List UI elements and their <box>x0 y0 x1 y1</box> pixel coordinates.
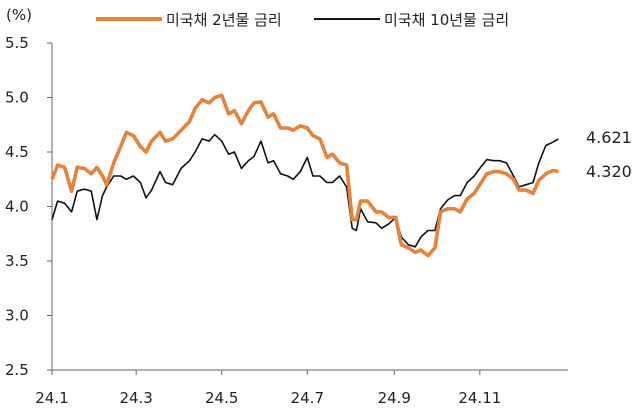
series-line-10y <box>51 133 559 248</box>
y-tick-label: 5.0 <box>5 89 29 107</box>
plot-area <box>50 93 559 258</box>
y-axis-ticks: 5.5 5.0 4.5 4.0 3.5 3.0 2.5 <box>5 34 52 379</box>
y-tick-label: 3.5 <box>5 252 29 270</box>
y-tick-label: 4.0 <box>5 198 29 216</box>
x-tick-label: 24.7 <box>291 389 324 407</box>
x-axis-ticks: 24.1 24.3 24.5 24.7 24.9 24.11 <box>35 370 501 407</box>
x-tick-label: 24.11 <box>458 389 501 407</box>
x-tick-label: 24.3 <box>119 389 152 407</box>
y-tick-label: 2.5 <box>5 361 29 379</box>
x-tick-label: 24.1 <box>35 389 68 407</box>
legend-label-2y: 미국채 2년물 금리 <box>166 11 282 29</box>
x-tick-label: 24.9 <box>378 389 411 407</box>
end-label-10y: 4.621 <box>586 128 632 147</box>
series-line-2y <box>50 93 559 258</box>
y-unit-label: (%) <box>6 6 32 24</box>
y-tick-label: 3.0 <box>5 307 29 325</box>
legend: 미국채 2년물 금리 미국채 10년물 금리 <box>96 11 509 29</box>
legend-label-10y: 미국채 10년물 금리 <box>384 11 509 29</box>
y-tick-label: 4.5 <box>5 143 29 161</box>
end-label-2y: 4.320 <box>586 162 632 181</box>
y-tick-label: 5.5 <box>5 34 29 52</box>
x-tick-label: 24.5 <box>205 389 238 407</box>
